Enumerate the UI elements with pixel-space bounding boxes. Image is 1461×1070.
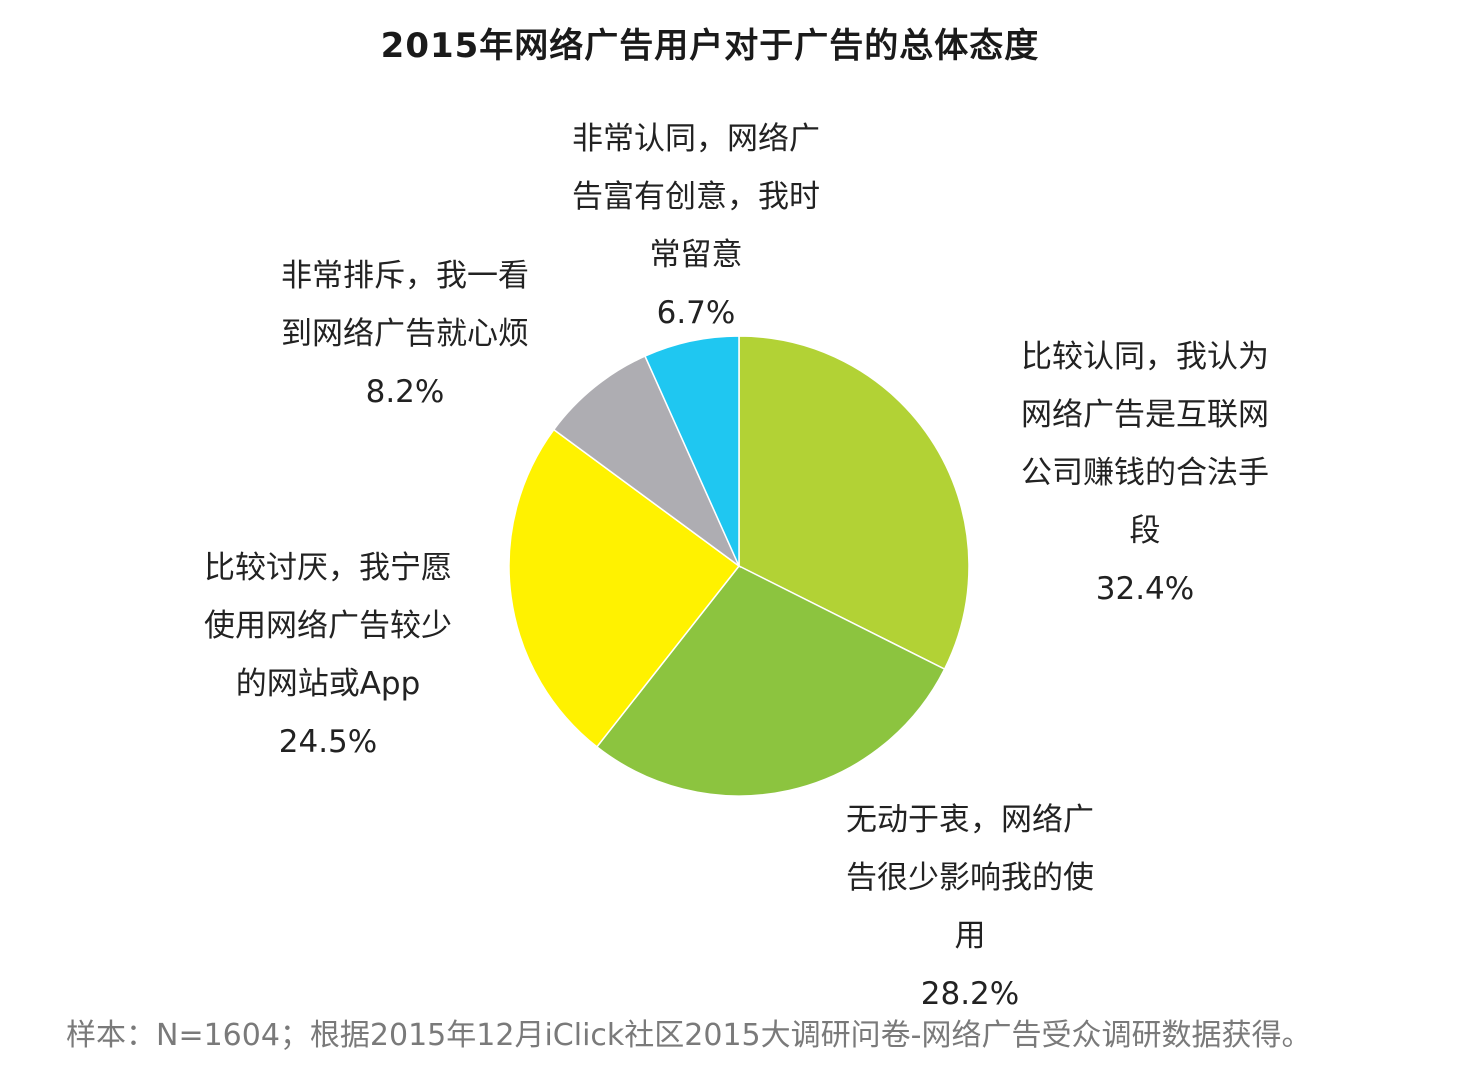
slice-label-line: 告富有创意，我时 [572, 179, 820, 215]
pie-slice-strongly-agree [644, 335, 740, 567]
slice-label-agree: 比较认同，我认为 网络广告是互联网 公司赚钱的合法手段 32.4% [1000, 328, 1290, 618]
slice-label-line: 网络广告是互联网 [1021, 397, 1269, 433]
slice-value-label: 24.5% [278, 724, 378, 760]
slice-label-line: 用 [954, 918, 986, 954]
slice-label-line: 常留意 [649, 237, 743, 273]
slice-label-line: 无动于衷，网络广 [846, 802, 1094, 838]
slice-label-line: 非常认同，网络广 [572, 121, 820, 157]
slice-value-label: 6.7% [656, 295, 736, 331]
slice-label-line: 到网络广告就心烦 [281, 316, 529, 352]
slice-value-label: 28.2% [920, 976, 1020, 1012]
slice-label-dislike: 比较讨厌，我宁愿 使用网络广告较少 的网站或App 24.5% [183, 539, 473, 771]
slice-label-line: 比较讨厌，我宁愿 [204, 550, 452, 586]
slice-label-strongly-reject: 非常排斥，我一看 到网络广告就心烦 8.2% [260, 247, 550, 421]
slice-label-strongly-agree: 非常认同，网络广 告富有创意，我时 常留意 6.7% [551, 110, 841, 342]
slice-label-line: 段 [1129, 513, 1161, 549]
pie-slice-strongly-reject [552, 355, 741, 569]
slice-value-label: 32.4% [1095, 571, 1195, 607]
slice-label-line: 非常排斥，我一看 [281, 258, 529, 294]
slice-label-line: 比较认同，我认为 [1021, 339, 1269, 375]
chart-title: 2015年网络广告用户对于广告的总体态度 [380, 26, 1040, 66]
pie-slice-agree [738, 335, 970, 671]
slice-label-line: 使用网络广告较少 [204, 608, 452, 644]
slice-label-line: 告很少影响我的使 [846, 860, 1094, 896]
slice-label-line: 的网站或App [235, 666, 421, 702]
slice-label-line: 公司赚钱的合法手 [1021, 455, 1269, 491]
slice-value-label: 8.2% [365, 374, 445, 410]
footnote: 样本：N=1604；根据2015年12月iClick社区2015大调研问卷-网络… [66, 1018, 1312, 1053]
slice-label-indifferent: 无动于衷，网络广 告很少影响我的使用 28.2% [825, 791, 1115, 1023]
pie-slice-indifferent [595, 565, 946, 797]
pie-slice-dislike [508, 428, 741, 748]
